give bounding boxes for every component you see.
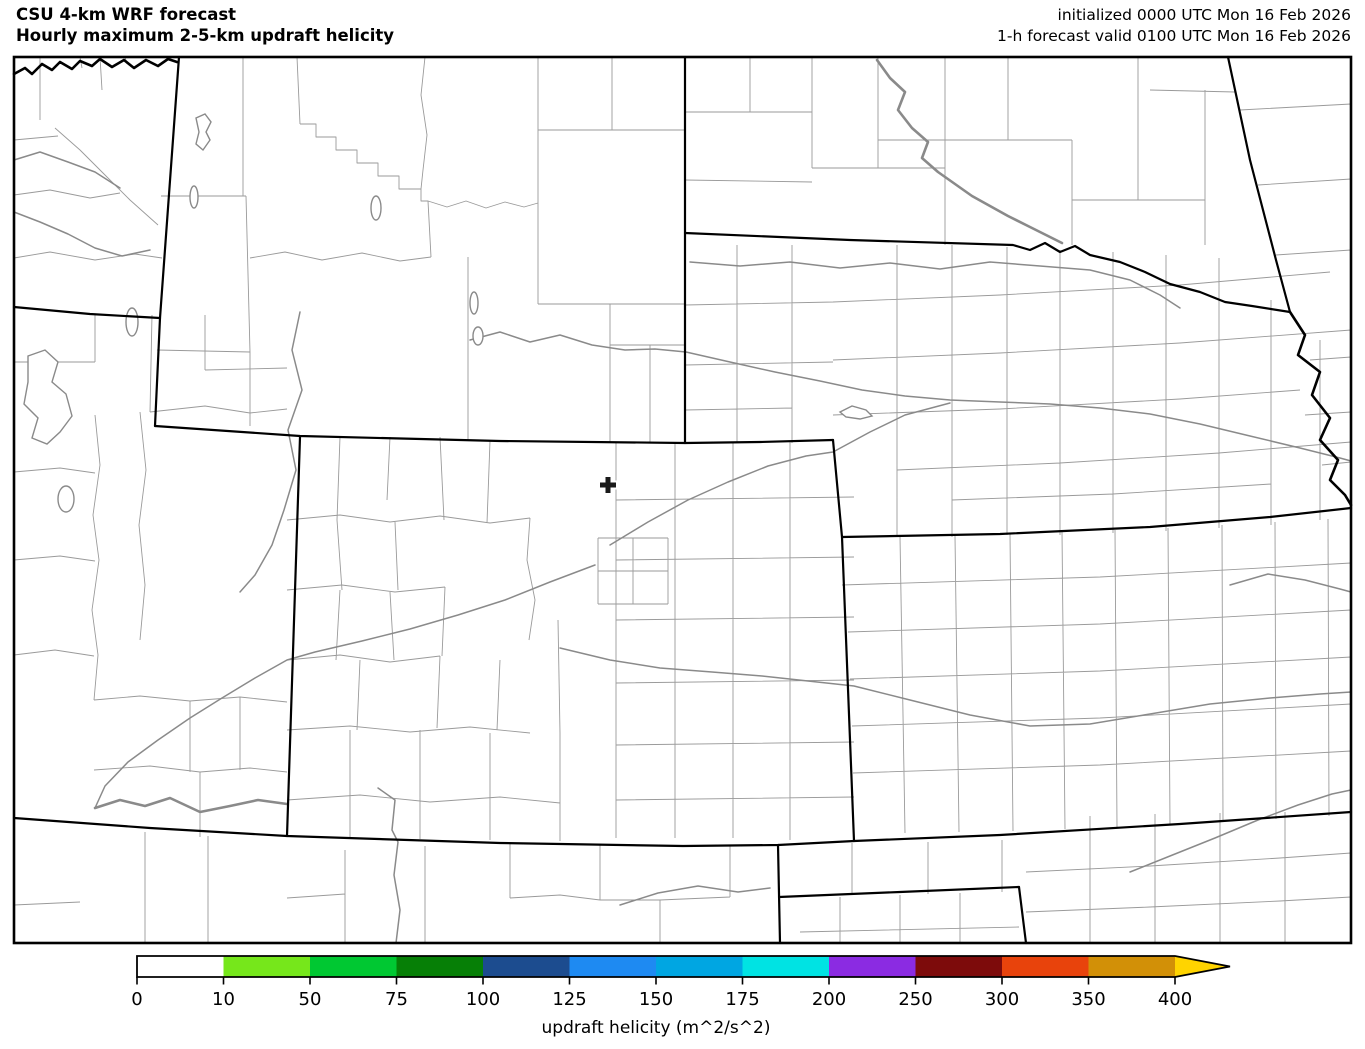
colorbar-segment (829, 956, 916, 977)
colorbar-tick-label: 200 (812, 989, 846, 1010)
yellowstone-lake (195, 113, 212, 152)
plus-marker (599, 476, 617, 494)
colorbar-tick-label: 250 (898, 989, 932, 1010)
colorbar-tick-label: 75 (385, 989, 408, 1010)
colorbar-segment (569, 956, 657, 977)
green-river (239, 311, 303, 593)
colorbar-segment (310, 956, 397, 977)
map-frame (12, 55, 1353, 945)
rivers (13, 58, 1352, 944)
arkansas-river (559, 647, 1352, 727)
missouri-river-border (1288, 310, 1353, 507)
ok-tx-panhandle-border (777, 885, 1021, 899)
colorbar-segment (1088, 956, 1176, 977)
colorbar: 0 10 50 75 100 125 150 175 200 250 300 350 400 (131, 955, 1231, 1010)
colorbar-tick-label: 400 (1158, 989, 1192, 1010)
ne-ks-border (840, 506, 1353, 539)
utah-colorado-border (285, 435, 302, 838)
seminoe-reservoir (472, 326, 484, 346)
state-borders (12, 55, 1353, 945)
colorbar-segment (742, 956, 830, 977)
37n-border (12, 810, 1353, 848)
colorbar-tick-label: 125 (552, 989, 586, 1010)
colorbar-tick-label: 0 (131, 989, 142, 1010)
colorado-river (94, 564, 596, 809)
utah-idaho-border (12, 305, 162, 320)
snake-salmon-rivers (13, 151, 151, 257)
rio-grande (377, 787, 401, 944)
colorbar-arrow (1175, 956, 1230, 977)
colorbar-tick-label: 150 (639, 989, 673, 1010)
colorbar-segment (483, 956, 570, 977)
colorbar-segment (1002, 956, 1089, 977)
title-line-1: CSU 4-km WRF forecast (16, 5, 237, 24)
colorbar-segment (223, 956, 311, 977)
plot-timestamps: initialized 0000 UTC Mon 16 Feb 2026 1-h … (997, 5, 1351, 47)
utah-lake (57, 485, 75, 513)
41n-border (153, 424, 835, 445)
nm-ok-tx-border (776, 843, 782, 945)
wyoming-west-border (153, 55, 181, 428)
init-time-line: initialized 0000 UTC Mon 16 Feb 2026 (1057, 6, 1351, 24)
boysen-reservoir (370, 195, 382, 221)
canadian-river (619, 885, 771, 906)
colorado-east-border (831, 438, 856, 843)
plot-title: CSU 4-km WRF forecast Hourly maximum 2-5-… (16, 4, 394, 46)
colorbar-outline (136, 955, 1231, 978)
colorbar-tick-label: 10 (212, 989, 235, 1010)
bear-lake (125, 307, 139, 337)
pathfinder-reservoir (469, 291, 479, 315)
south-platte-river (609, 402, 951, 546)
cimarron-river (1129, 789, 1352, 873)
sd-ne-border (683, 231, 1292, 314)
colorbar-segment (137, 956, 224, 977)
san-juan-lake-powell (93, 796, 289, 814)
colorbar-tick-label: 350 (1071, 989, 1105, 1010)
county-lines (13, 56, 1352, 943)
lakes (23, 113, 874, 513)
colorbar-segment (915, 956, 1003, 977)
tx-ok-100w-border (1017, 885, 1028, 945)
lake-mcconaughy (838, 405, 874, 420)
colorbar-tick-label: 100 (466, 989, 500, 1010)
colorbar-tick-label: 175 (725, 989, 759, 1010)
colorbar-tick-label: 300 (985, 989, 1019, 1010)
colorbar-axis-label: updraft helicity (m^2/s^2) (542, 1018, 771, 1038)
missouri-river-sd (875, 58, 1064, 245)
idaho-montana-border (12, 57, 179, 76)
title-line-2: Hourly maximum 2-5-km updraft helicity (16, 26, 395, 45)
kansas-river (1229, 573, 1352, 593)
colorbar-segment (396, 956, 484, 977)
niobrara-river (689, 261, 1181, 309)
jackson-lake (189, 185, 199, 209)
valid-time-line: 1-h forecast valid 0100 UTC Mon 16 Feb 2… (997, 27, 1351, 45)
colorbar-tick-label: 50 (299, 989, 322, 1010)
colorbar-segment (656, 956, 743, 977)
great-salt-lake (23, 349, 73, 445)
sd-mn-border (1226, 55, 1292, 314)
north-platte-river (469, 331, 1352, 462)
